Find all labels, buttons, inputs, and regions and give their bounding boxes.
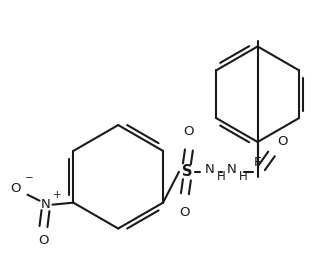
Text: O: O	[184, 125, 194, 138]
Text: F: F	[254, 156, 261, 169]
Text: S: S	[182, 164, 192, 179]
Text: O: O	[277, 135, 288, 148]
Text: O: O	[180, 206, 190, 219]
Text: N: N	[227, 163, 237, 176]
Text: −: −	[24, 173, 33, 183]
Text: H: H	[217, 170, 225, 183]
Text: N: N	[41, 198, 50, 211]
Text: +: +	[53, 190, 62, 200]
Text: O: O	[10, 182, 21, 195]
Text: H: H	[239, 170, 248, 183]
Text: N: N	[205, 163, 215, 176]
Text: O: O	[38, 234, 49, 248]
